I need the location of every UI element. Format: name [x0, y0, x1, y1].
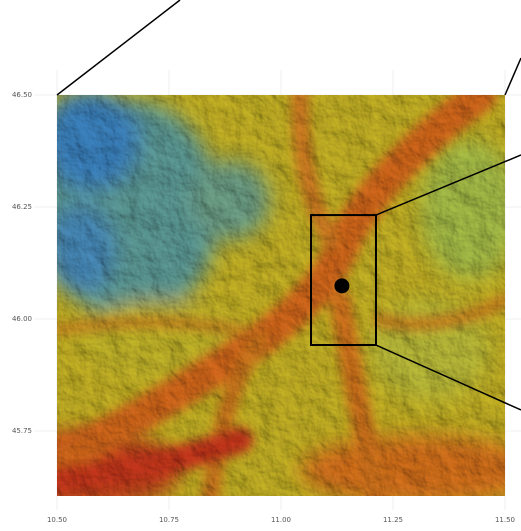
x-tick-label: 10.75: [159, 516, 179, 524]
terrain: [0, 90, 521, 510]
map-figure: 10.50 10.75 11.00 11.25 11.50 45.75 46.00 46.25…: [0, 0, 521, 531]
y-tick-label: 46.00: [12, 315, 32, 323]
x-tick-label: 11.50: [495, 516, 515, 524]
site-point: [334, 278, 349, 293]
x-tick-label: 11.25: [383, 516, 403, 524]
x-tick-label: 11.00: [271, 516, 291, 524]
x-tick-label: 10.50: [47, 516, 67, 524]
y-tick-label: 46.50: [12, 91, 32, 99]
y-tick-label: 46.25: [12, 203, 32, 211]
y-tick-label: 45.75: [12, 427, 32, 435]
